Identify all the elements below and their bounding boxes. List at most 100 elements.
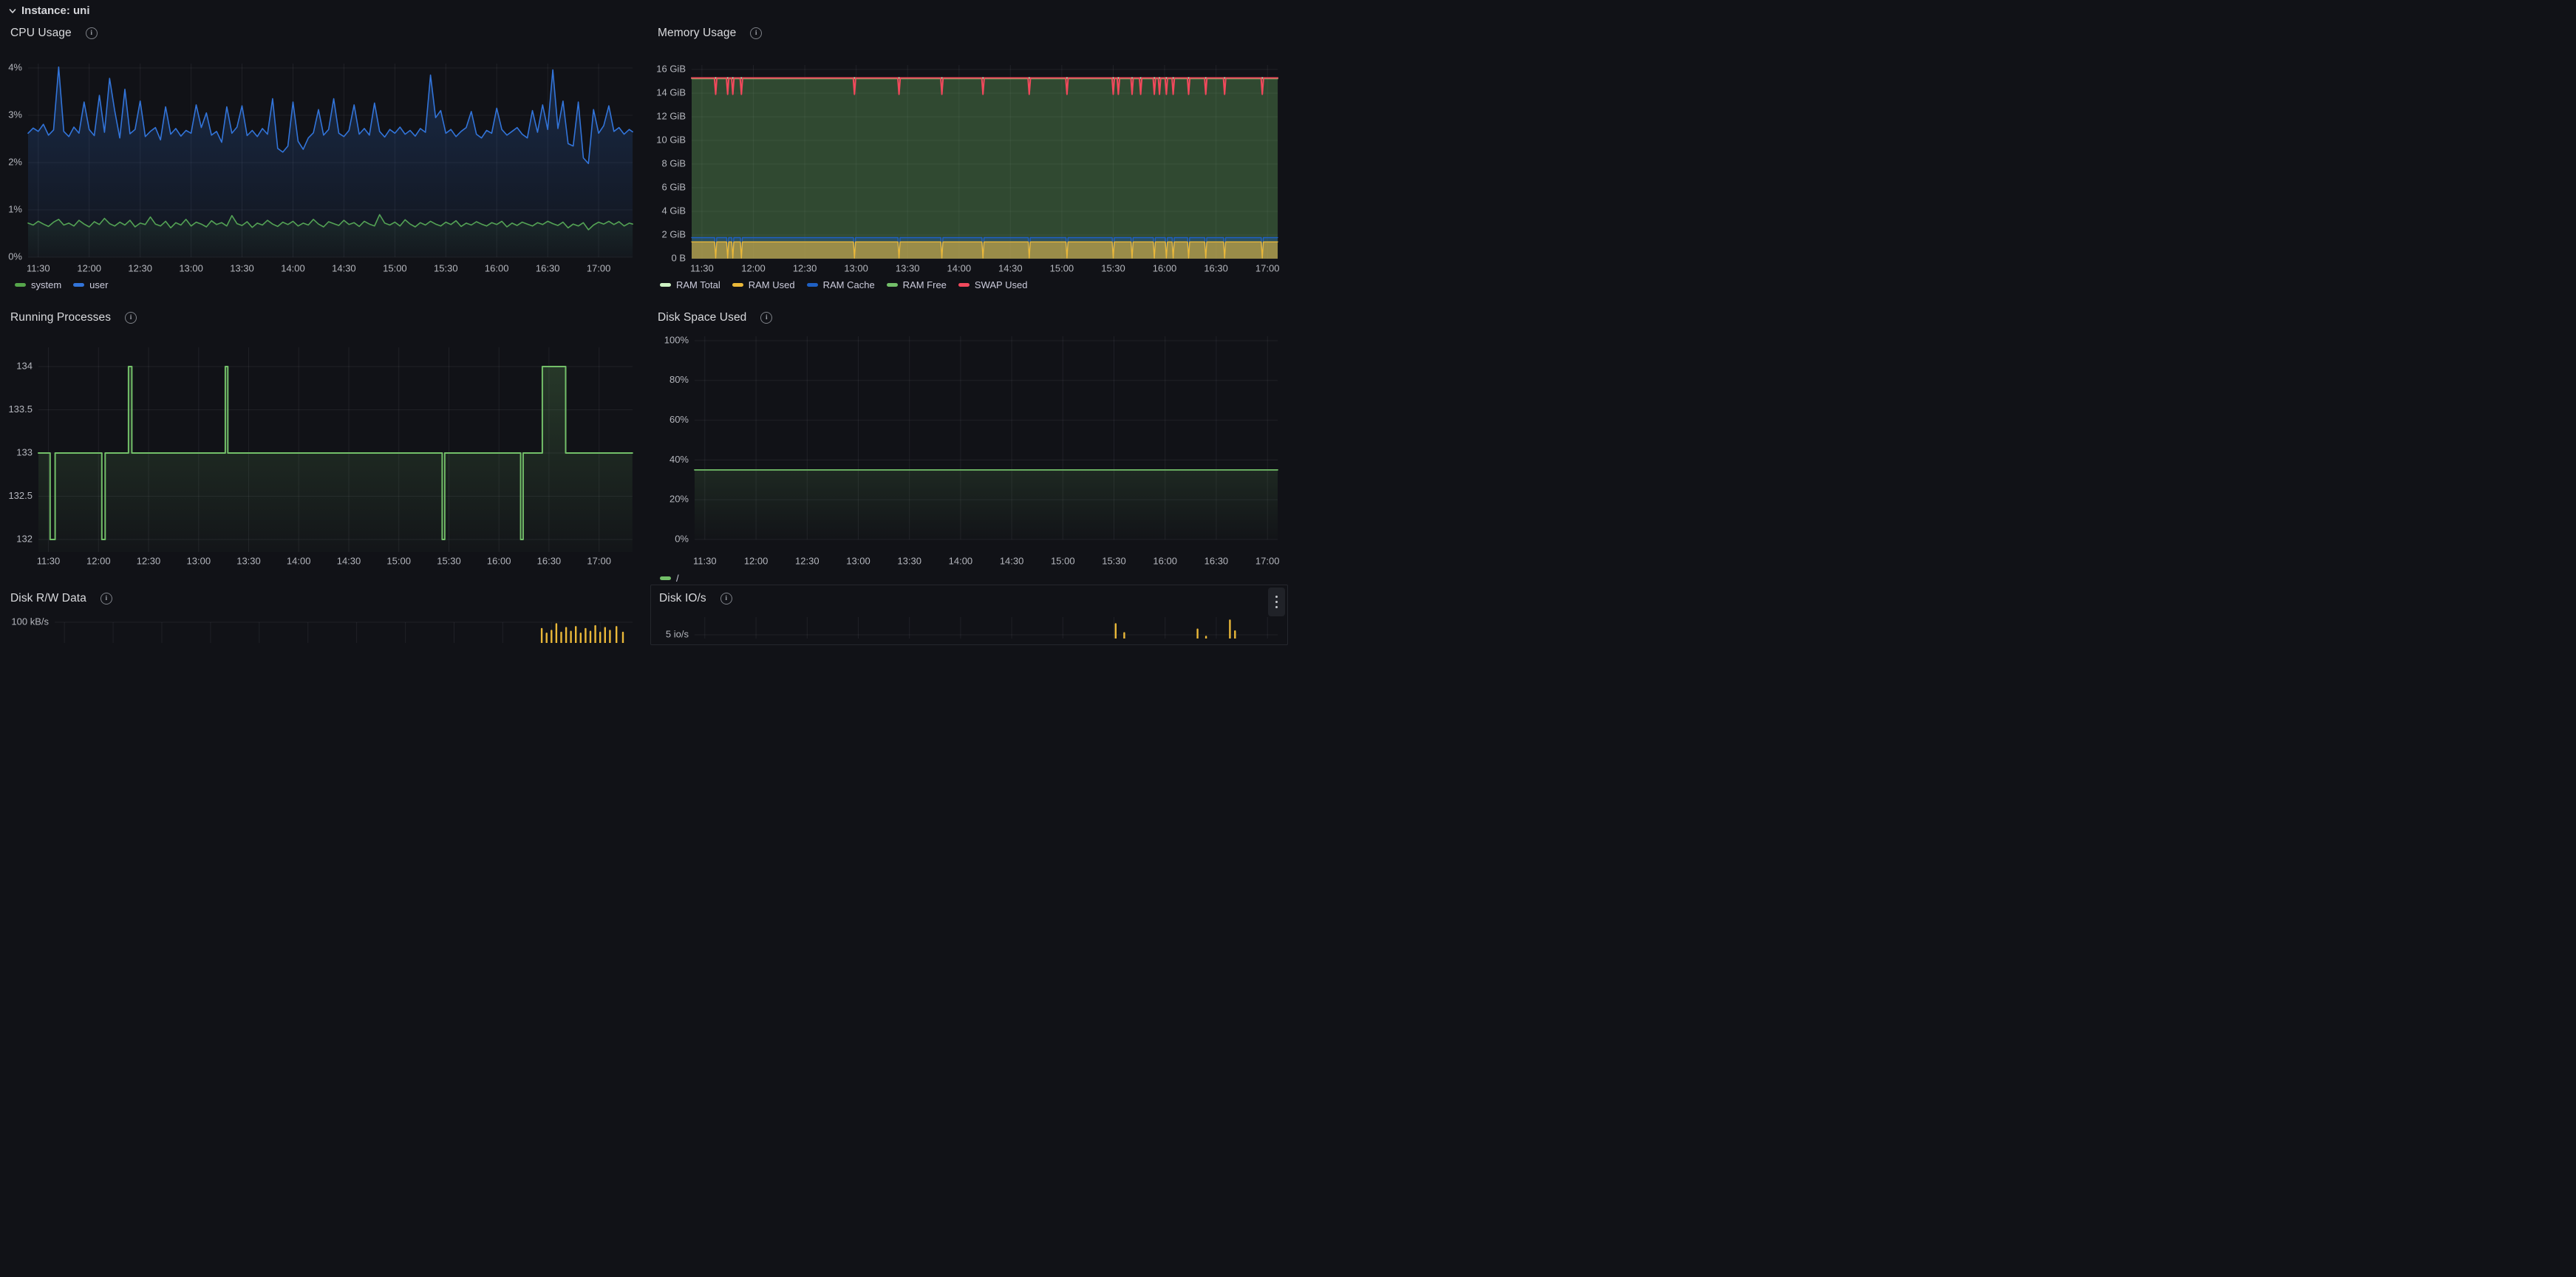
legend-swatch-icon <box>660 576 671 580</box>
svg-text:8 GiB: 8 GiB <box>661 157 686 168</box>
svg-text:14:00: 14:00 <box>949 555 973 566</box>
info-icon[interactable]: i <box>760 312 773 324</box>
svg-text:13:30: 13:30 <box>896 262 920 273</box>
svg-text:17:00: 17:00 <box>587 555 611 566</box>
svg-text:12:30: 12:30 <box>137 555 161 566</box>
svg-text:4 GiB: 4 GiB <box>661 205 686 216</box>
disk-rw-chart[interactable]: 100 kB/s <box>0 613 640 643</box>
disk-io-title: Disk IO/s <box>659 592 706 605</box>
memory-chart[interactable]: 11:30 12:00 12:30 13:00 13:30 14:00 14:30 15:00… <box>644 59 1288 290</box>
disk-space-legend: / <box>660 573 679 584</box>
legend-label: / <box>676 573 679 584</box>
legend-label: RAM Free <box>902 279 947 290</box>
legend-item[interactable]: RAM Total <box>660 279 720 290</box>
svg-text:12:00: 12:00 <box>77 262 101 273</box>
memory-legend: RAM Total RAM Used RAM Cache RAM Free SWAP U… <box>660 279 1027 290</box>
svg-text:13:00: 13:00 <box>846 555 870 566</box>
row-header-title: Instance: uni <box>21 4 90 17</box>
svg-text:132.5: 132.5 <box>8 490 33 501</box>
disk-space-used-title: Disk Space Used <box>658 311 747 324</box>
info-icon[interactable]: i <box>85 27 98 39</box>
legend-item[interactable]: user <box>73 279 108 290</box>
processes-chart[interactable]: 11:30 12:00 12:30 13:00 13:30 14:00 14:30 15:00… <box>0 333 640 576</box>
svg-text:2 GiB: 2 GiB <box>661 228 686 239</box>
disk-io-chart[interactable]: 5 io/s <box>644 584 1288 638</box>
svg-text:14:00: 14:00 <box>281 262 305 273</box>
legend-item[interactable]: RAM Cache <box>806 279 875 290</box>
legend-item[interactable]: RAM Used <box>732 279 795 290</box>
svg-text:0%: 0% <box>675 533 689 544</box>
svg-text:12:30: 12:30 <box>793 262 817 273</box>
svg-text:100 kB/s: 100 kB/s <box>11 616 49 627</box>
svg-text:12:30: 12:30 <box>128 262 152 273</box>
svg-text:13:00: 13:00 <box>844 262 868 273</box>
svg-text:100%: 100% <box>664 334 689 345</box>
panel-header-cpu[interactable]: CPU Usage i <box>10 27 98 40</box>
svg-text:40%: 40% <box>669 454 689 465</box>
svg-text:16 GiB: 16 GiB <box>656 63 686 74</box>
svg-text:12 GiB: 12 GiB <box>656 110 686 121</box>
svg-text:14:30: 14:30 <box>337 555 361 566</box>
svg-text:11:30: 11:30 <box>27 262 50 273</box>
legend-swatch-icon <box>886 283 898 287</box>
svg-text:14:30: 14:30 <box>1000 555 1024 566</box>
disk-rw-data-title: Disk R/W Data <box>10 592 86 605</box>
legend-label: RAM Cache <box>822 279 875 290</box>
legend-item[interactable]: SWAP Used <box>958 279 1028 290</box>
svg-text:15:00: 15:00 <box>1051 555 1075 566</box>
svg-text:17:00: 17:00 <box>1255 555 1280 566</box>
svg-text:14:30: 14:30 <box>332 262 356 273</box>
cpu-chart[interactable]: 11:30 12:00 12:30 13:00 13:30 14:00 14:30 15:00… <box>0 59 640 290</box>
legend-item[interactable]: RAM Free <box>886 279 947 290</box>
info-icon[interactable]: i <box>125 312 137 324</box>
svg-text:17:00: 17:00 <box>587 262 611 273</box>
info-icon[interactable]: i <box>720 593 732 605</box>
memory-usage-title: Memory Usage <box>658 27 737 39</box>
panel-header-disk-rw[interactable]: Disk R/W Data i <box>10 592 112 605</box>
legend-swatch-icon <box>732 283 743 287</box>
svg-text:12:00: 12:00 <box>86 555 111 566</box>
svg-text:0%: 0% <box>8 251 22 262</box>
svg-text:133.5: 133.5 <box>8 403 33 415</box>
legend-label: system <box>31 279 62 290</box>
svg-text:15:00: 15:00 <box>386 555 411 566</box>
cpu-legend: system user <box>15 279 108 290</box>
svg-text:20%: 20% <box>669 494 689 505</box>
legend-label: SWAP Used <box>974 279 1028 290</box>
svg-text:3%: 3% <box>8 109 22 120</box>
svg-text:16:30: 16:30 <box>1204 555 1229 566</box>
svg-text:16:30: 16:30 <box>1204 262 1228 273</box>
disk-space-chart[interactable]: 11:30 12:00 12:30 13:00 13:30 14:00 14:30 15:00… <box>644 333 1288 576</box>
svg-text:13:00: 13:00 <box>187 555 211 566</box>
info-icon[interactable]: i <box>100 593 112 605</box>
svg-text:16:00: 16:00 <box>1153 262 1177 273</box>
svg-text:14 GiB: 14 GiB <box>656 86 686 98</box>
svg-text:13:30: 13:30 <box>897 555 921 566</box>
svg-text:10 GiB: 10 GiB <box>656 134 686 145</box>
row-header-instance[interactable]: Instance: uni <box>7 4 90 17</box>
svg-text:16:30: 16:30 <box>536 262 560 273</box>
chevron-down-icon <box>9 8 16 13</box>
panel-header-disk-space[interactable]: Disk Space Used i <box>658 311 773 324</box>
svg-text:133: 133 <box>16 446 33 457</box>
panel-header-memory[interactable]: Memory Usage i <box>658 27 763 40</box>
svg-text:15:00: 15:00 <box>1050 262 1074 273</box>
svg-text:4%: 4% <box>8 61 22 72</box>
panel-header-disk-io[interactable]: Disk IO/s i <box>659 592 732 605</box>
panel-header-processes[interactable]: Running Processes i <box>10 311 137 324</box>
panel-menu-kebab-icon[interactable] <box>1268 588 1285 616</box>
svg-text:15:30: 15:30 <box>1102 555 1126 566</box>
info-icon[interactable]: i <box>750 27 763 39</box>
svg-text:15:30: 15:30 <box>434 262 458 273</box>
svg-text:11:30: 11:30 <box>693 555 717 566</box>
legend-item[interactable]: / <box>660 573 679 584</box>
svg-text:13:00: 13:00 <box>179 262 203 273</box>
svg-text:16:30: 16:30 <box>537 555 562 566</box>
legend-swatch-icon <box>806 283 818 287</box>
svg-text:6 GiB: 6 GiB <box>661 181 686 192</box>
svg-text:15:30: 15:30 <box>1101 262 1125 273</box>
legend-item[interactable]: system <box>15 279 61 290</box>
svg-text:17:00: 17:00 <box>1255 262 1280 273</box>
running-processes-title: Running Processes <box>10 311 112 324</box>
svg-text:16:00: 16:00 <box>487 555 511 566</box>
